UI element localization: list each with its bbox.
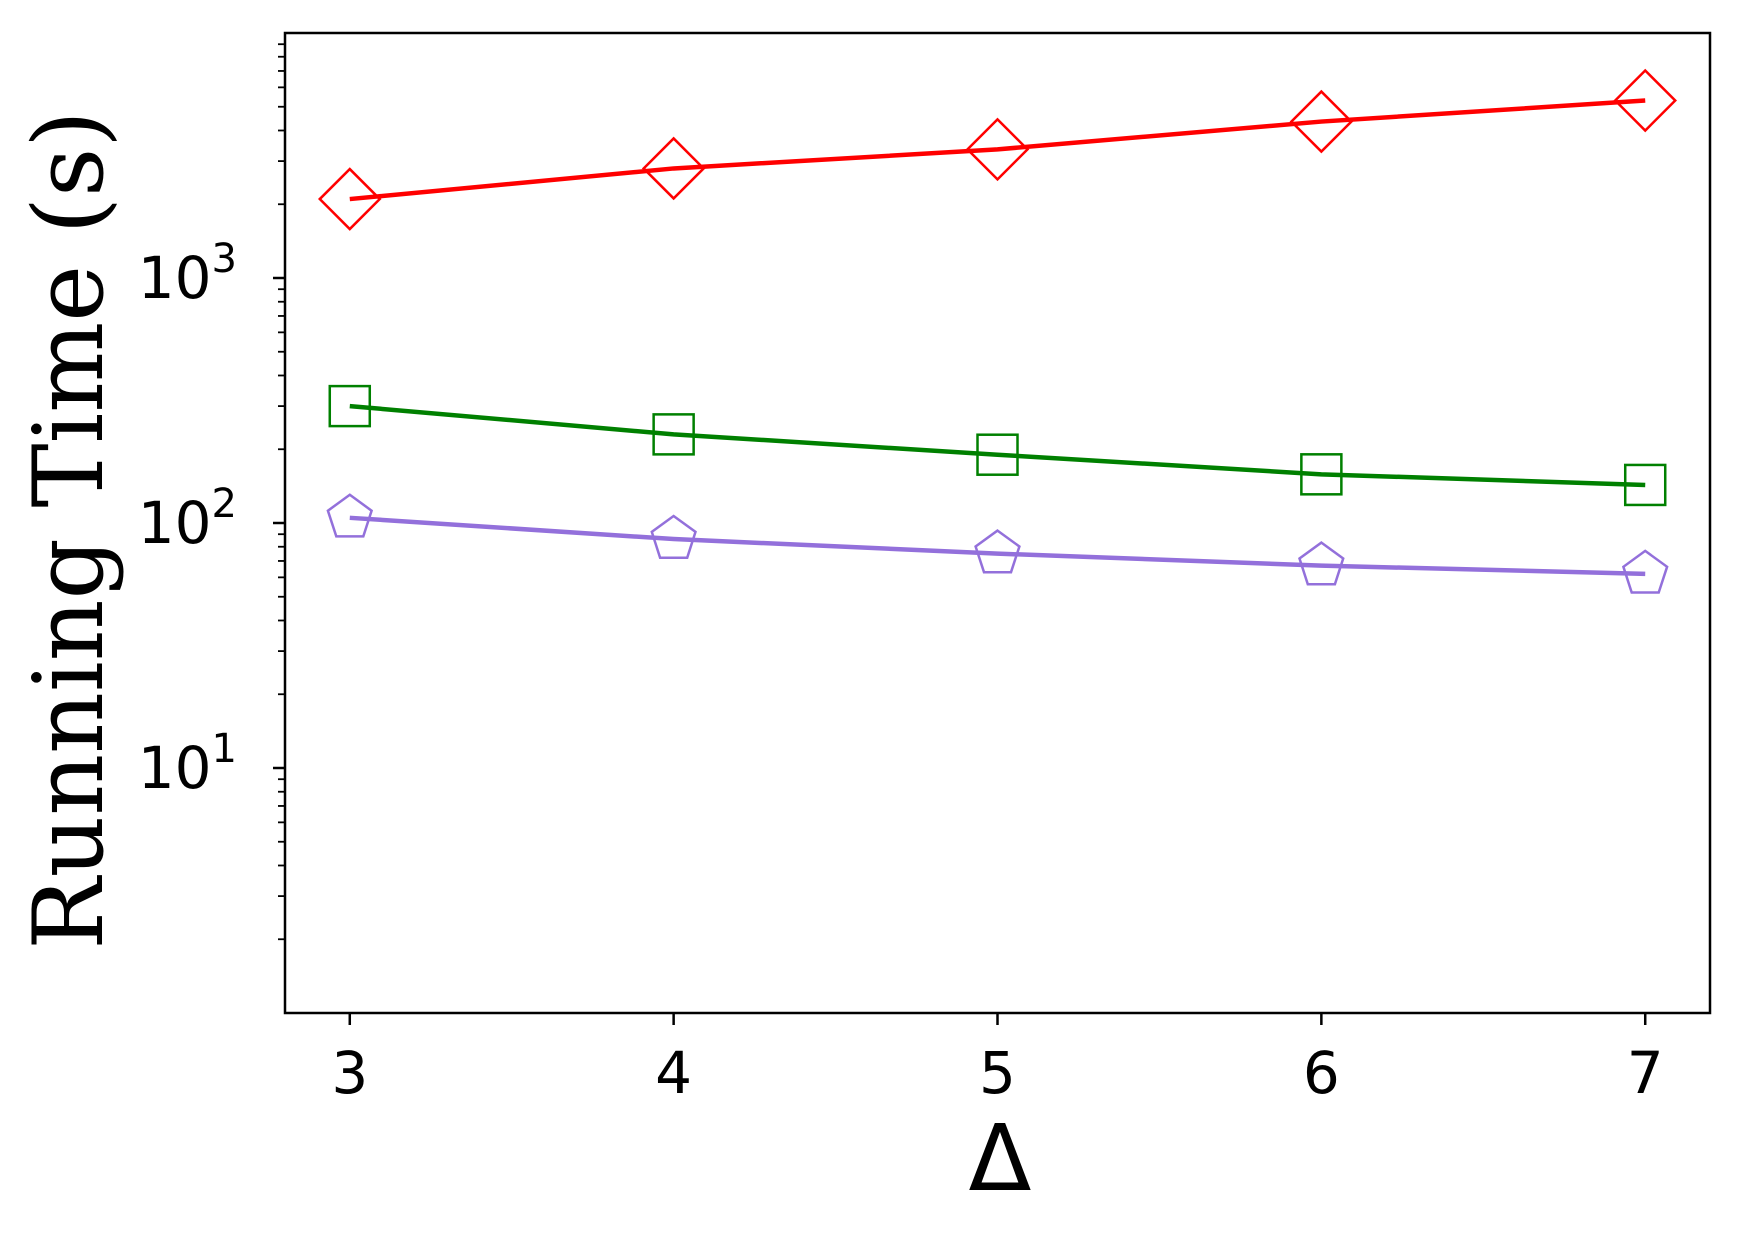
data-point-square (1623, 463, 1667, 507)
data-point-diamond (641, 136, 706, 201)
data-point-square (1300, 453, 1343, 496)
y-axis-ticks: 101 102 103 (138, 43, 285, 941)
data-point-square (328, 384, 372, 428)
x-axis-label: Δ (969, 1105, 1032, 1212)
series-line-3 (349, 515, 1646, 577)
x-tick-label: 3 (331, 1039, 368, 1107)
data-point-pentagon (974, 529, 1021, 574)
x-axis-ticks: 3 4 5 6 7 (331, 1013, 1664, 1107)
data-point-diamond (1289, 89, 1354, 154)
y-tick-label: 102 (138, 481, 237, 557)
data-point-diamond (318, 167, 382, 231)
data-point-pentagon (326, 493, 374, 538)
data-point-pentagon (650, 514, 697, 559)
data-point-square (652, 413, 695, 456)
x-tick-label: 4 (655, 1039, 692, 1107)
plot-marks (318, 68, 1677, 594)
x-tick-label: 5 (979, 1039, 1016, 1107)
data-point-diamond (1613, 68, 1677, 133)
series-line-1 (349, 98, 1646, 202)
data-point-pentagon (1298, 541, 1345, 586)
series-line-2 (349, 403, 1646, 488)
y-tick-label: 103 (138, 236, 237, 312)
y-axis-label: Running Time (s) (13, 110, 125, 950)
x-tick-label: 6 (1303, 1039, 1340, 1107)
data-point-diamond (965, 117, 1030, 182)
x-tick-label: 7 (1627, 1039, 1664, 1107)
data-point-pentagon (1621, 549, 1669, 594)
data-point-square (976, 433, 1019, 476)
y-tick-label: 101 (138, 726, 237, 802)
